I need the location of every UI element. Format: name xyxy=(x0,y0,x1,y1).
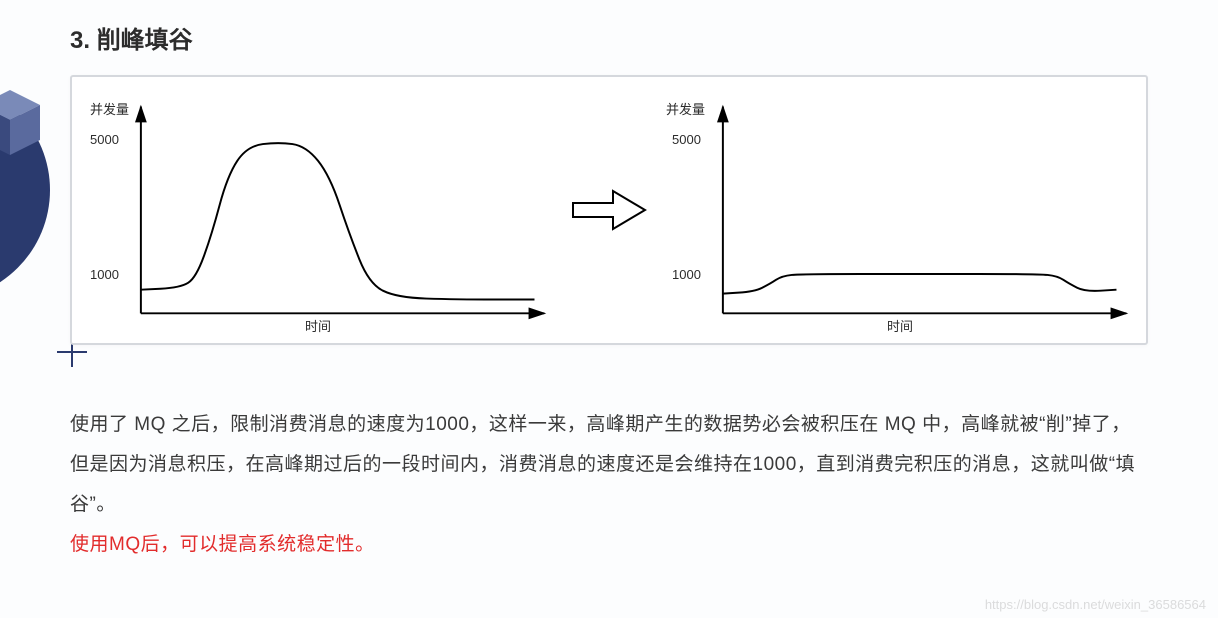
section-heading: 3. 削峰填谷 xyxy=(70,20,1148,55)
ytick-5000-left: 5000 xyxy=(90,132,119,147)
after-chart: 并发量 5000 1000 时间 xyxy=(654,77,1146,343)
x-axis-title-right: 时间 xyxy=(887,316,913,335)
y-axis-title-left: 并发量 xyxy=(90,99,129,118)
peak-shaving-diagram: 并发量 5000 1000 时间 并发量 5000 xyxy=(70,75,1148,345)
ytick-1000-right: 1000 xyxy=(672,267,701,282)
left-chart-svg xyxy=(72,77,564,343)
y-axis-title-right: 并发量 xyxy=(666,99,705,118)
ytick-5000-right: 5000 xyxy=(672,132,701,147)
x-axis-title-left: 时间 xyxy=(305,316,331,335)
right-chart-svg xyxy=(654,77,1146,343)
explanation-paragraph: 使用了 MQ 之后，限制消费消息的速度为1000，这样一来，高峰期产生的数据势必… xyxy=(70,405,1148,565)
body-line-1: 使用了 MQ 之后，限制消费消息的速度为1000，这样一来，高峰期产生的数据势必… xyxy=(70,414,1135,515)
watermark-text: https://blog.csdn.net/weixin_36586564 xyxy=(985,597,1206,612)
ytick-1000-left: 1000 xyxy=(90,267,119,282)
transform-arrow-icon xyxy=(564,187,654,233)
body-line-2-highlight: 使用MQ后，可以提高系统稳定性。 xyxy=(70,534,375,555)
section-title-text: 削峰填谷 xyxy=(97,27,193,54)
section-number: 3. xyxy=(70,27,90,54)
main-content: 3. 削峰填谷 并发量 5000 1000 时间 xyxy=(0,0,1218,565)
before-chart: 并发量 5000 1000 时间 xyxy=(72,77,564,343)
